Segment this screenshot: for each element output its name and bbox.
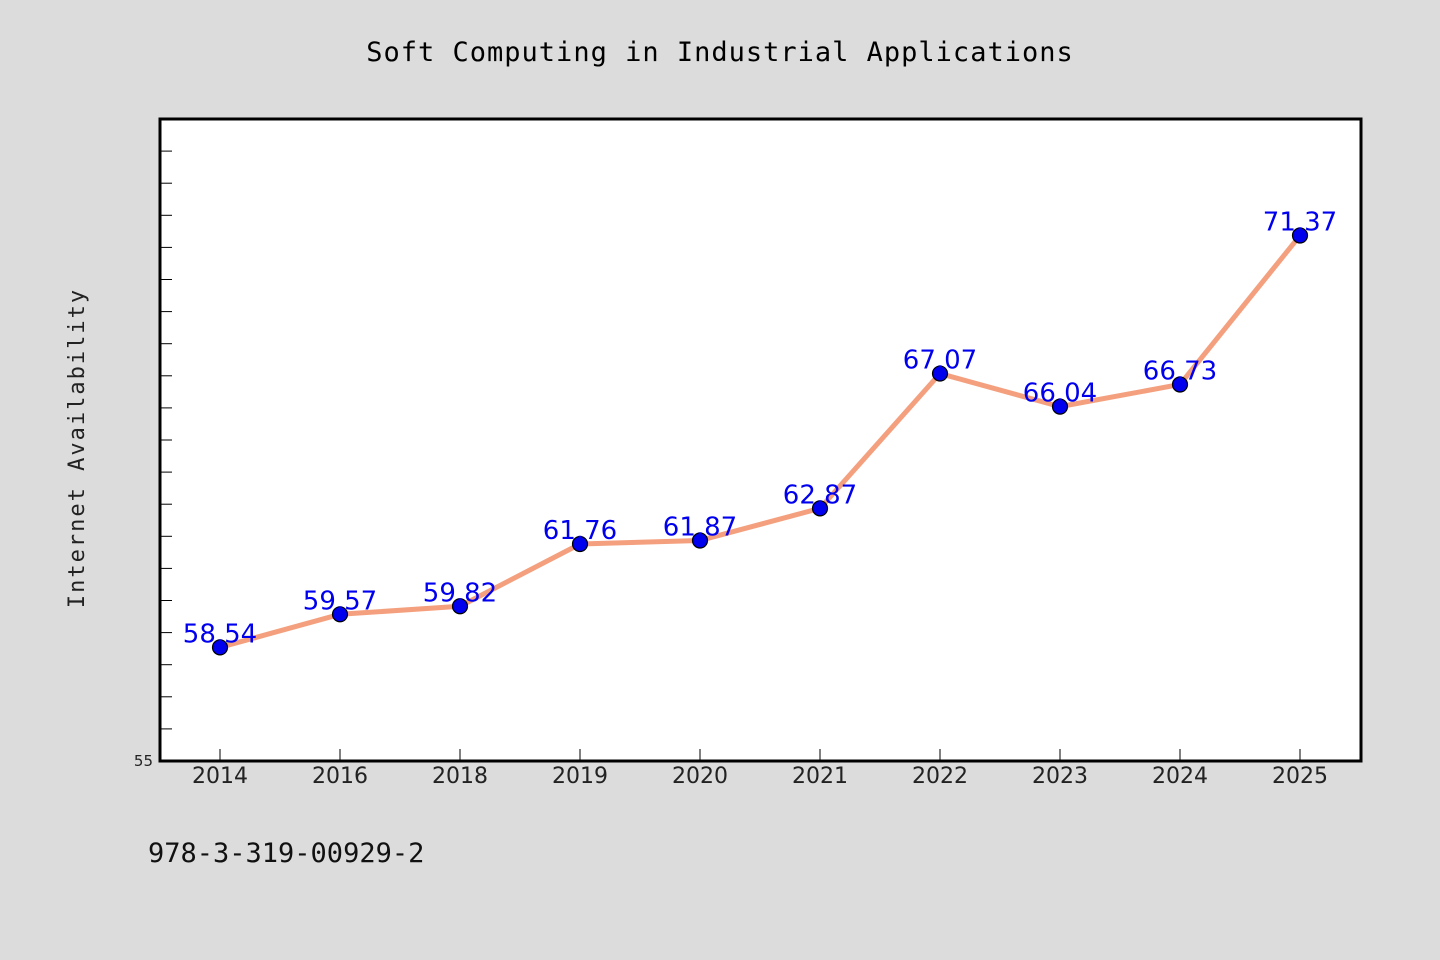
data-label: 58.54 xyxy=(183,619,257,649)
plot-area xyxy=(160,119,1361,761)
plot-frame xyxy=(158,117,1363,763)
y-axis-label: Internet Availability xyxy=(65,288,90,608)
data-label: 61.87 xyxy=(663,512,737,542)
data-label: 61.76 xyxy=(543,516,617,546)
x-tick-label: 2018 xyxy=(432,764,488,789)
x-tick-label: 2023 xyxy=(1032,764,1088,789)
data-point xyxy=(571,535,589,553)
y-axis-tick-label-min: 55 xyxy=(134,752,153,770)
data-label: 59.57 xyxy=(303,586,377,616)
series-line-group: 58.54 59.57 59.82 61.76 61.87 62.87 67.07 66.04… xyxy=(183,208,1337,656)
x-tick-label: 2022 xyxy=(912,764,968,789)
y-axis-ticks xyxy=(160,118,172,762)
footer-isbn: 978-3-319-00929-2 xyxy=(148,838,424,869)
data-point xyxy=(451,598,469,615)
data-label: 62.87 xyxy=(783,480,857,510)
data-label: 66.04 xyxy=(1023,379,1097,409)
x-axis-ticks xyxy=(219,749,1301,761)
data-point xyxy=(1171,376,1189,393)
series-line xyxy=(217,233,1303,650)
x-axis-tick-labels: 2014 2016 2018 2019 2020 2021 2022 2023 2024 2025 xyxy=(192,764,1328,789)
data-point xyxy=(1291,227,1309,244)
data-point xyxy=(1051,398,1069,415)
data-point xyxy=(811,500,829,517)
data-point xyxy=(331,606,349,623)
x-tick-label: 2021 xyxy=(792,764,848,789)
x-tick-label: 2019 xyxy=(552,764,608,789)
data-label: 66.73 xyxy=(1143,356,1217,386)
x-tick-label: 2014 xyxy=(192,764,248,789)
data-point xyxy=(931,365,949,382)
data-point xyxy=(211,639,229,656)
chart-title: Soft Computing in Industrial Application… xyxy=(366,37,1073,68)
x-tick-label: 2016 xyxy=(312,764,368,789)
data-point xyxy=(691,532,709,549)
data-label: 59.82 xyxy=(423,578,497,608)
x-tick-label: 2024 xyxy=(1152,764,1208,789)
data-label: 71.37 xyxy=(1263,208,1337,238)
data-label: 67.07 xyxy=(903,346,977,376)
x-tick-label: 2025 xyxy=(1272,764,1328,789)
x-tick-label: 2020 xyxy=(672,764,728,789)
